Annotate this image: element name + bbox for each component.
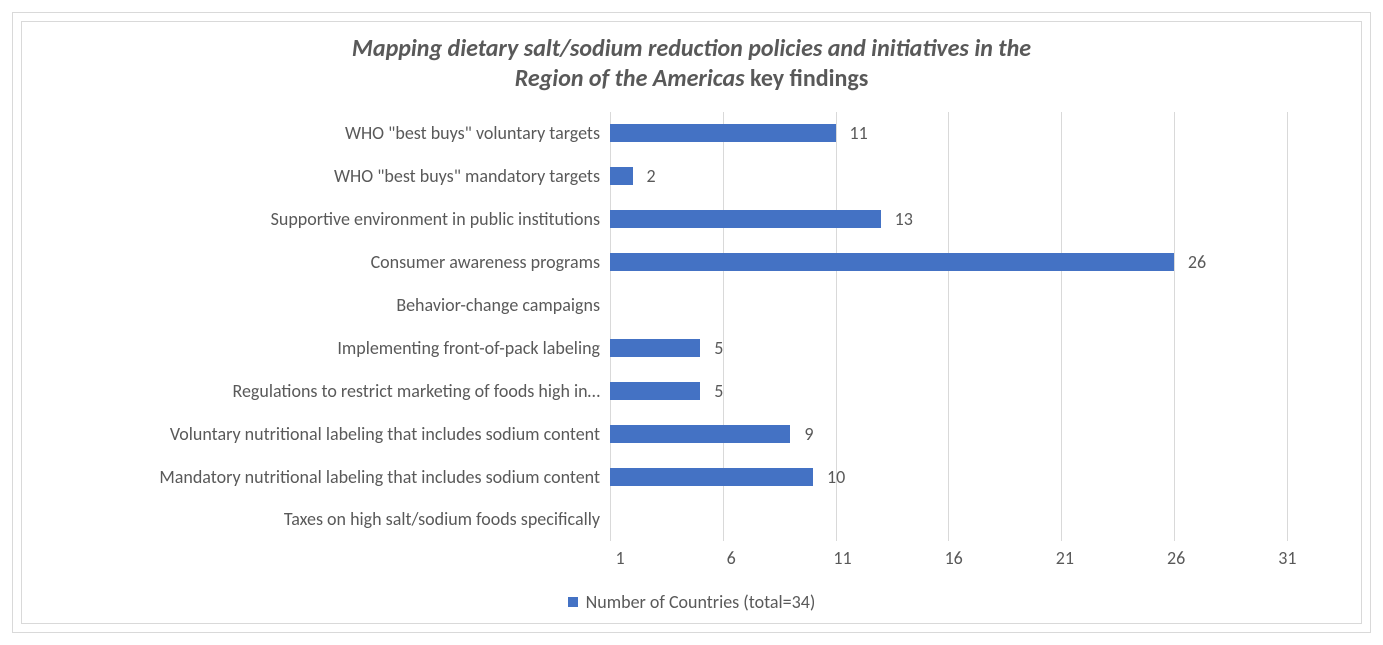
x-axis-tick-label: 26	[1167, 547, 1185, 569]
y-axis-label: Voluntary nutritional labeling that incl…	[40, 423, 600, 445]
bar-row: 10	[610, 468, 1343, 486]
bar	[610, 425, 790, 443]
bar-value-label: 10	[827, 466, 845, 488]
bars: 11 2 13 26 5 5 9 10	[610, 112, 1343, 541]
bar	[610, 382, 700, 400]
legend: Number of Countries (total=34)	[40, 591, 1343, 613]
plot-row: WHO "best buys" voluntary targets WHO "be…	[40, 112, 1343, 541]
chart-title-line2-italic: Region of the Americas	[515, 64, 745, 93]
x-axis-tick-label: 6	[727, 547, 736, 569]
bar-row: 13	[610, 210, 1343, 228]
legend-swatch	[568, 597, 578, 607]
bar	[610, 339, 700, 357]
x-axis-tick-label: 11	[833, 547, 851, 569]
y-axis-label: Supportive environment in public institu…	[40, 208, 600, 230]
y-axis-labels: WHO "best buys" voluntary targets WHO "be…	[40, 112, 610, 541]
bar-value-label: 5	[714, 337, 723, 359]
bar-value-label: 26	[1188, 251, 1206, 273]
x-axis-tick-label: 16	[945, 547, 963, 569]
bar-value-label: 11	[850, 122, 868, 144]
bar-row: 26	[610, 253, 1343, 271]
bar-row: 11	[610, 124, 1343, 142]
bar	[610, 167, 633, 185]
x-axis-ticks: 161116212631	[620, 541, 1343, 573]
bar-value-label: 2	[647, 165, 656, 187]
bar	[610, 210, 881, 228]
bar	[610, 468, 813, 486]
bar-row: 5	[610, 382, 1343, 400]
bar-value-label: 5	[714, 380, 723, 402]
chart-title-line1: Mapping dietary salt/sodium reduction po…	[40, 34, 1343, 64]
x-axis-tick-label: 1	[615, 547, 624, 569]
bar-row	[610, 296, 1343, 314]
x-axis-tick-label: 21	[1056, 547, 1074, 569]
y-axis-label: Consumer awareness programs	[40, 251, 600, 273]
bar-row: 2	[610, 167, 1343, 185]
bar	[610, 253, 1174, 271]
y-axis-label: Implementing front-of-pack labeling	[40, 337, 600, 359]
legend-label: Number of Countries (total=34)	[586, 591, 816, 613]
bar-row: 9	[610, 425, 1343, 443]
chart-plot-area: Mapping dietary salt/sodium reduction po…	[21, 21, 1362, 624]
y-axis-label: Behavior-change campaigns	[40, 294, 600, 316]
x-axis-tick-label: 31	[1278, 547, 1296, 569]
bar-value-label: 9	[804, 423, 813, 445]
x-axis: 161116212631	[40, 541, 1343, 573]
y-axis-label: Regulations to restrict marketing of foo…	[40, 380, 600, 402]
bar-value-label: 13	[895, 208, 913, 230]
y-axis-label: WHO "best buys" voluntary targets	[40, 122, 600, 144]
chart-title: Mapping dietary salt/sodium reduction po…	[40, 34, 1343, 94]
bar	[610, 124, 836, 142]
chart-title-line2: Region of the Americas key findings	[40, 64, 1343, 94]
y-axis-label: Mandatory nutritional labeling that incl…	[40, 466, 600, 488]
chart-container: Mapping dietary salt/sodium reduction po…	[12, 12, 1371, 633]
bar-row: 5	[610, 339, 1343, 357]
plot-area: 11 2 13 26 5 5 9 10	[610, 112, 1343, 541]
bar-row	[610, 510, 1343, 528]
y-axis-label: WHO "best buys" mandatory targets	[40, 165, 600, 187]
y-axis-label: Taxes on high salt/sodium foods specific…	[40, 508, 600, 530]
chart-title-line2-rest: key findings	[745, 64, 869, 93]
